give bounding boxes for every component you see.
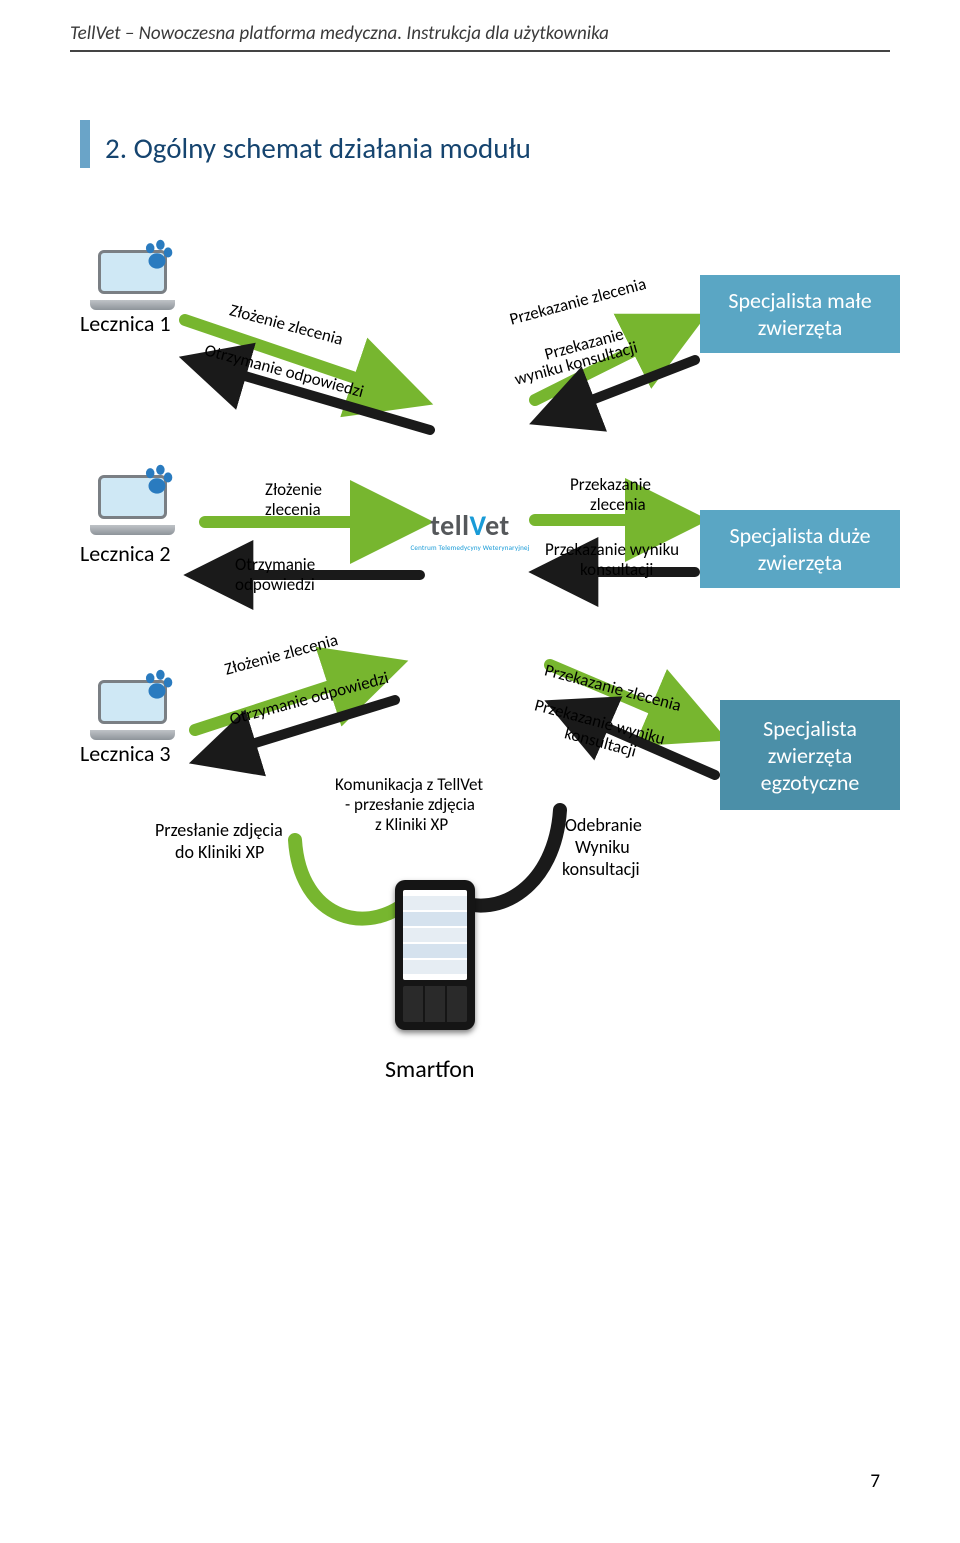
logo-text: tellVet (430, 508, 509, 543)
flow-label: Wyniku (575, 837, 630, 858)
flow-label: - przesłanie zdjęcia (345, 795, 475, 815)
flow-label: Otrzymanie (235, 555, 315, 575)
spec-male: Specjalista małezwierzęta (700, 275, 900, 353)
flow-label: do Kliniki XP (175, 842, 264, 863)
flow-label: z Kliniki XP (375, 815, 448, 835)
flow-label: zlecenia (265, 500, 321, 520)
flow-label: odpowiedzi (235, 575, 315, 595)
spec-egzot: Specjalistazwierzętaegzotyczne (720, 700, 900, 810)
flow-label: Otrzymanie odpowiedzi (227, 668, 390, 729)
flow-label: Przekazanie (570, 475, 651, 495)
flow-label: Złożenie (265, 480, 322, 500)
spec-duze: Specjalista dużezwierzęta (700, 510, 900, 588)
logo-subtitle: Centrum Telemedycyny Weterynaryjnej (405, 543, 535, 552)
lecznica-1-label: Lecznica 1 (80, 310, 171, 337)
lecznica-2-label: Lecznica 2 (80, 540, 171, 567)
laptop-icon (90, 250, 175, 310)
flow-label: Odebranie (565, 815, 642, 836)
flow-label: Komunikacja z TellVet (335, 775, 483, 795)
flow-label: Przesłanie zdjęcia (155, 820, 283, 841)
laptop-icon (90, 680, 175, 740)
smartphone-icon (395, 880, 475, 1030)
flow-label: Przekazanie zlecenia (507, 274, 648, 329)
page-number: 7 (870, 1470, 880, 1493)
flow-label: konsultacji (580, 560, 653, 580)
laptop-icon (90, 475, 175, 535)
smartphone-label: Smartfon (385, 1055, 475, 1084)
flow-diagram: Lecznica 1 Lecznica 2 Lecznica 3 tellVet C… (0, 0, 960, 1543)
flow-label: Złożenie zlecenia (227, 300, 345, 349)
tellvet-logo: tellVet Centrum Telemedycyny Weterynaryj… (405, 508, 535, 552)
flow-label: Złożenie zlecenia (222, 630, 340, 679)
flow-label: konsultacji (562, 859, 640, 880)
lecznica-3-label: Lecznica 3 (80, 740, 171, 767)
flow-label: Przekazanie wyniku (545, 540, 679, 560)
flow-label: zlecenia (590, 495, 646, 515)
flow-label: Otrzymanie odpowiedzi (202, 340, 365, 401)
